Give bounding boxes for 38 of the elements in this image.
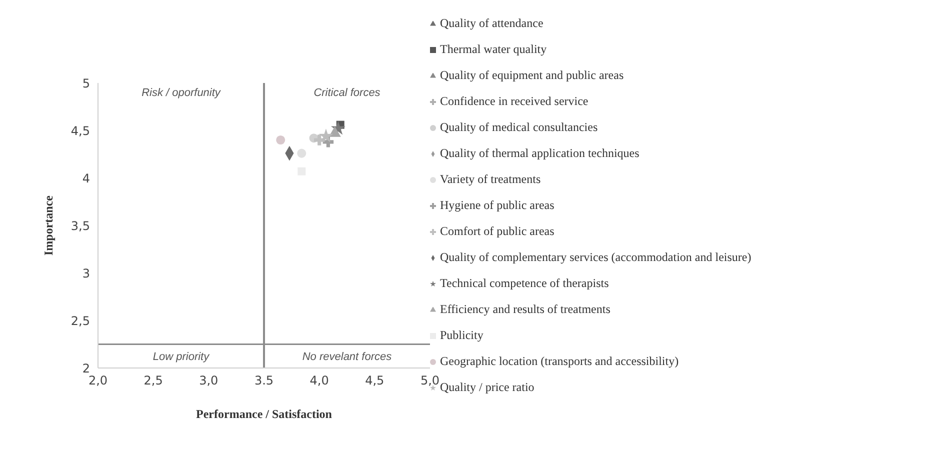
legend-label: Quality of medical consultancies bbox=[440, 120, 598, 134]
point bbox=[297, 148, 306, 158]
y-tick-label: 4,5 bbox=[70, 124, 90, 138]
x-tick-label: 4,0 bbox=[310, 374, 329, 388]
legend-label: Quality of thermal application techniques bbox=[440, 146, 640, 160]
x-tick-label: 2,0 bbox=[88, 374, 108, 388]
y-axis-title: Importance bbox=[41, 194, 56, 256]
legend-label: Geographic location (transports and accessibility) bbox=[440, 354, 679, 368]
legend-label: Efficiency and results of treatments bbox=[440, 302, 610, 316]
y-tick-label: 3 bbox=[82, 266, 90, 280]
legend-label: Hygiene of public areas bbox=[440, 198, 554, 212]
annotation: No revelant forces bbox=[302, 351, 392, 364]
legend-label: Variety of treatments bbox=[440, 172, 541, 186]
legend-label: Quality of attendance bbox=[440, 16, 544, 30]
x-axis-title: Performance / Satisfaction bbox=[196, 407, 332, 421]
legend-label: Thermal water quality bbox=[440, 42, 547, 56]
annotation: Risk / oporfunity bbox=[142, 86, 222, 99]
x-tick-label: 4,5 bbox=[365, 374, 384, 388]
x-tick-label: 3,0 bbox=[199, 374, 218, 388]
legend-label: Confidence in received service bbox=[440, 94, 588, 108]
x-tick-label: 5,0 bbox=[420, 374, 440, 388]
y-tick-label: 2,5 bbox=[70, 314, 90, 328]
legend-label: Technical competence of therapists bbox=[440, 276, 609, 290]
legend-label: Quality of equipment and public areas bbox=[440, 68, 624, 82]
y-tick-label: 4 bbox=[82, 171, 90, 186]
legend-label: Publicity bbox=[440, 328, 484, 342]
y-tick-label: 2 bbox=[82, 361, 90, 376]
annotation: Low priority bbox=[152, 351, 211, 364]
legend-label: Quality / price ratio bbox=[440, 380, 534, 394]
point bbox=[318, 128, 334, 142]
x-tick-label: 3.5 bbox=[254, 374, 274, 388]
legend-label: Comfort of public areas bbox=[440, 224, 554, 238]
x-tick-label: 2,5 bbox=[144, 374, 163, 388]
point bbox=[276, 135, 286, 145]
y-tick-label: 3,5 bbox=[70, 218, 90, 233]
legend-label: Quality of complementary services (accommodation and leisure) bbox=[440, 250, 752, 264]
annotation: Critical forces bbox=[314, 86, 381, 99]
y-tick-label: 5 bbox=[82, 76, 90, 90]
